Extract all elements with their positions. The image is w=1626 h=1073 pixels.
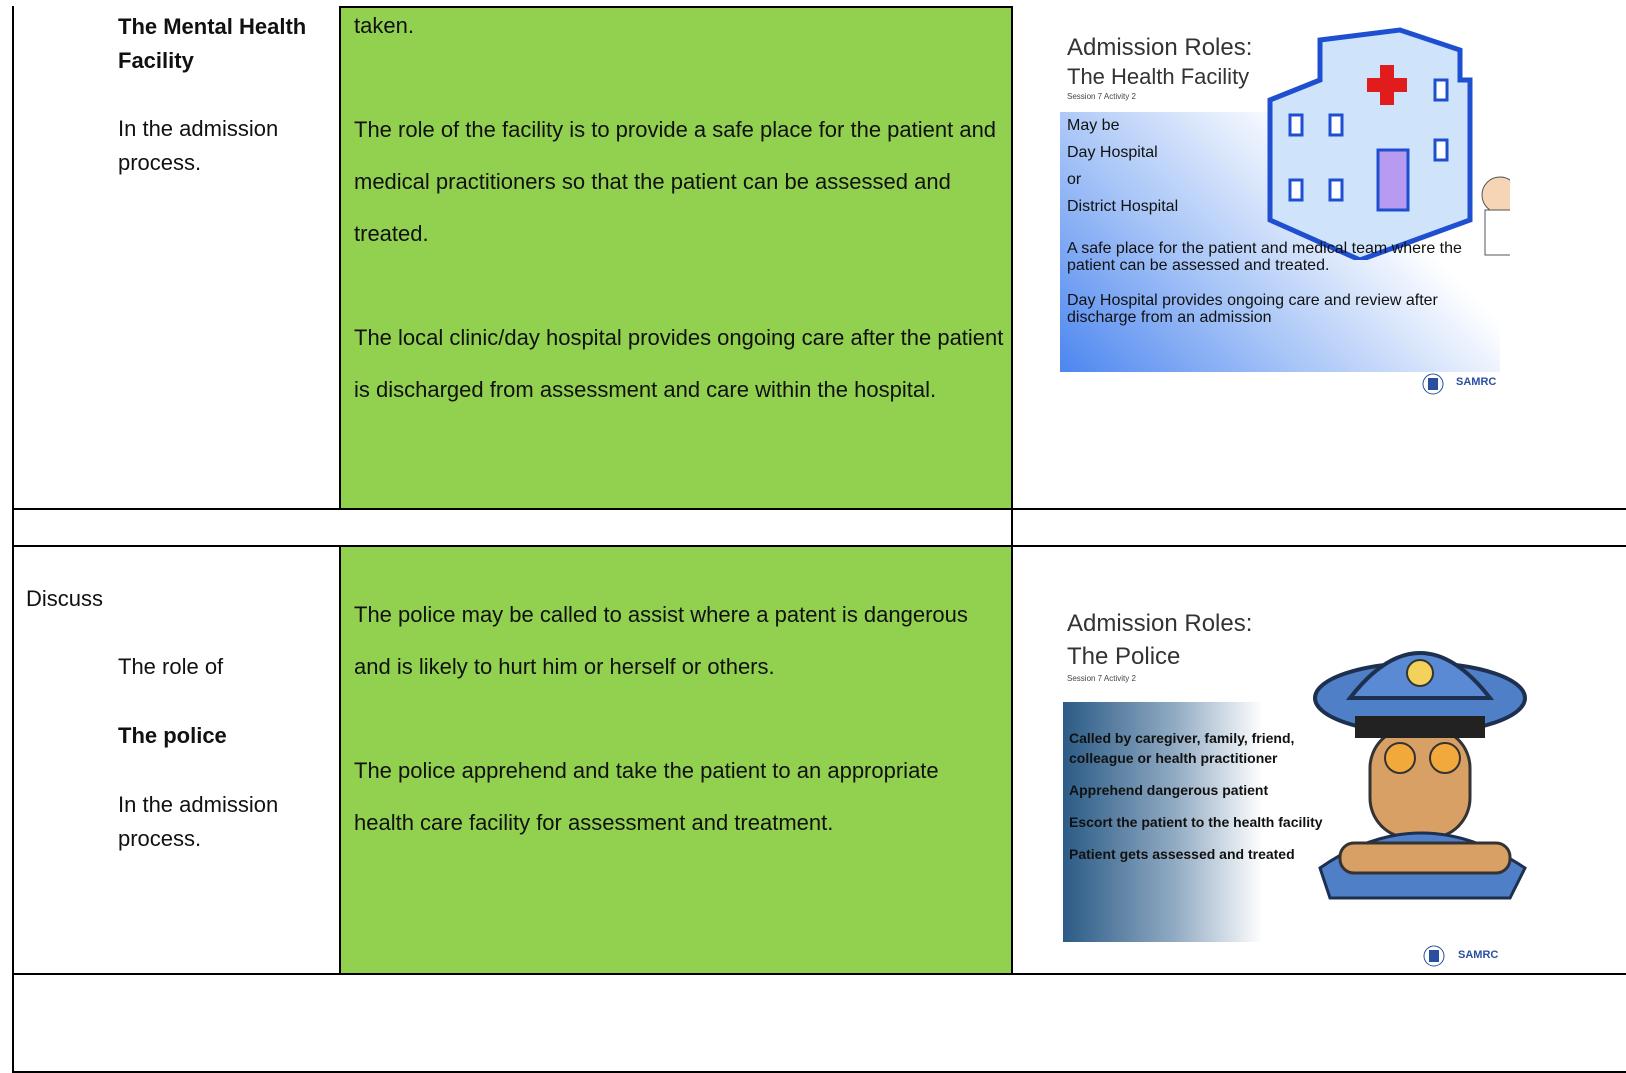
slide-point: Apprehend dangerous patient [1069, 782, 1269, 798]
slide-point: Escort the patient to the health facilit… [1069, 814, 1323, 830]
row-3 [12, 973, 1626, 1073]
police-illustration [1313, 651, 1527, 900]
slide-point: Patient gets assessed and treated [1069, 846, 1295, 862]
slide-line: District Hospital [1067, 198, 1179, 215]
slide-line: or [1067, 171, 1082, 188]
prompt: Discuss [26, 586, 104, 611]
slide-body: May be Day Hospital or District Hospital… [1067, 112, 1507, 344]
text: taken. [354, 13, 414, 38]
content: taken. The role of the facility is to pr… [354, 0, 1004, 468]
topic-title: The police [118, 723, 227, 748]
green-cell [339, 545, 1013, 975]
slide-session: Session 7 Activity 2 [1067, 674, 1136, 683]
page: The Mental Health Facility In the admiss… [12, 0, 1626, 1073]
slide-panel [1063, 702, 1263, 942]
slide-point: Called by caregiver, family, friend, col… [1069, 730, 1295, 766]
paragraph: The police may be called to assist where… [354, 602, 968, 679]
paragraph: The role of the facility is to provide a… [354, 117, 997, 246]
crest [1423, 945, 1445, 967]
content: The police may be called to assist where… [354, 589, 1004, 901]
green-cell [339, 6, 1013, 510]
slide-logo: SAMRC [1456, 376, 1497, 388]
divider [1011, 508, 1013, 547]
slide-subtitle: The Health Facility [1067, 64, 1250, 89]
slide-title: Admission Roles: [1067, 610, 1253, 637]
spacer-row [12, 508, 1626, 547]
slide-line: May be [1067, 117, 1120, 134]
slide-subtitle: The Police [1067, 643, 1181, 670]
lead: The role of [118, 654, 224, 679]
slide-point: Day Hospital provides ongoing care and r… [1067, 292, 1438, 326]
slide-session: Session 7 Activity 2 [1067, 92, 1136, 101]
paragraph: The local clinic/day hospital provides o… [354, 325, 1004, 402]
slide-title: Admission Roles: [1067, 34, 1253, 61]
topic-note: In the admission process. [118, 792, 279, 851]
crest [1422, 373, 1444, 395]
slide-point: A safe place for the patient and medical… [1067, 240, 1462, 274]
topic-title: The Mental Health Facility [118, 14, 307, 73]
slide-logo: SAMRC [1458, 949, 1499, 961]
slide-line: Day Hospital [1067, 144, 1158, 161]
slide-body: Called by caregiver, family, friend, col… [1069, 728, 1329, 876]
topic-note: In the admission process. [118, 116, 279, 175]
paragraph: The police apprehend and take the patien… [354, 758, 939, 835]
hospital-illustration [1267, 27, 1510, 260]
